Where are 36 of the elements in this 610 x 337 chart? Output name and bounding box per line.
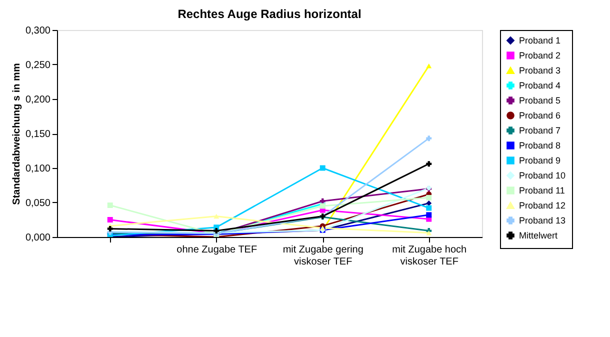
point	[214, 214, 220, 219]
point	[426, 205, 432, 211]
x-tick-label: mit Zugabe hoch viskoser TEF	[392, 244, 467, 268]
y-tick-label: 0,200	[25, 94, 51, 106]
legend-label: Proband 11	[519, 186, 565, 196]
x-tick-label: mit Zugabe gering viskoser TEF	[282, 244, 364, 268]
legend-label: Proband 1	[519, 36, 561, 46]
legend-label: Proband 7	[519, 126, 561, 136]
legend-label: Proband 6	[519, 110, 561, 120]
point	[426, 212, 432, 218]
legend-label: Proband 12	[519, 200, 566, 210]
point	[426, 161, 432, 167]
legend-label: Proband 5	[519, 96, 561, 106]
legend-label: Proband 8	[519, 140, 561, 150]
point	[107, 217, 113, 222]
y-tick-label: 0,250	[25, 60, 51, 71]
point	[320, 165, 326, 171]
x-tick-label: ohne Zugabe TEF	[176, 244, 258, 256]
point	[426, 136, 432, 142]
legend-label: Proband 2	[519, 50, 561, 60]
y-tick-label: 0,050	[25, 198, 51, 209]
y-tick-label: 0,150	[25, 129, 51, 140]
y-tick-label: 0,000	[25, 232, 51, 244]
point	[426, 200, 432, 206]
y-tick-label: 0,300	[25, 26, 51, 36]
point	[107, 202, 113, 208]
point	[426, 194, 432, 200]
legend-label: Proband 10	[519, 170, 566, 180]
legend-label: Proband 4	[519, 80, 561, 90]
y-axis-title: Standardabweichung s in mm	[11, 63, 22, 205]
legend-label: Mittelwert	[519, 230, 558, 240]
y-tick-label: 0,100	[25, 164, 51, 174]
legend-label: Proband 13	[519, 216, 566, 226]
chart-title: Rechtes Auge Radius horizontal	[178, 7, 362, 21]
legend-label: Proband 9	[519, 156, 561, 166]
legend-label: Proband 3	[519, 66, 561, 76]
